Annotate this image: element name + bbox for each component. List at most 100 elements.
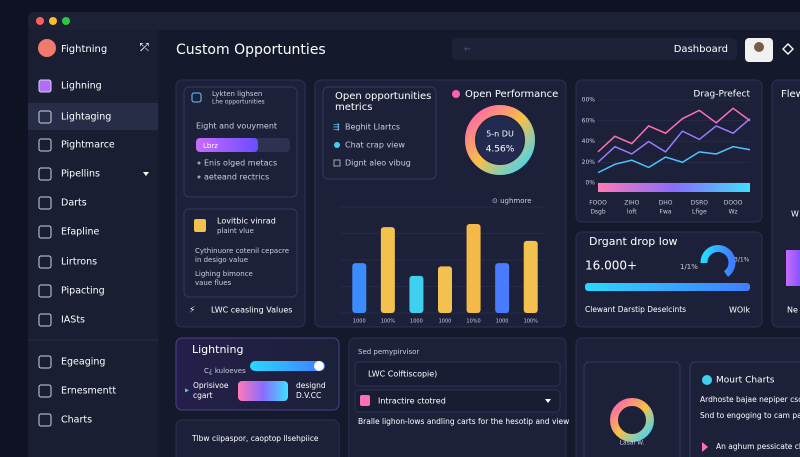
menu-icon <box>38 313 52 327</box>
line-series <box>597 118 751 163</box>
menu-item[interactable]: Ernesmentt <box>61 386 116 397</box>
x-tick-label: Dsgb <box>590 209 606 216</box>
card-section <box>689 361 800 457</box>
card-footer: Clewant Darstip Deselcints <box>585 305 686 314</box>
menu-icon <box>38 355 52 369</box>
x-tick-label: 100% <box>524 319 539 325</box>
card <box>175 337 340 411</box>
menu-item[interactable]: Pipacting <box>61 286 105 297</box>
chart-title: ⊙ ughmore <box>492 197 532 205</box>
text: in desigo value <box>195 256 248 264</box>
input[interactable] <box>354 361 561 387</box>
text: Ne <box>787 306 798 315</box>
x-tick-code: DHO <box>659 200 673 207</box>
description: Bralle lighon-lows andling carts for the… <box>358 417 569 426</box>
section-subtitle: plaint vlue <box>217 227 254 235</box>
minimize-button[interactable] <box>49 17 57 25</box>
menu-icon <box>38 196 52 210</box>
metric-value: 16.000+ <box>585 259 637 273</box>
text: Snd to engoging to cam parte <box>700 411 800 420</box>
icon: ▸ <box>185 386 189 395</box>
collapse-icon[interactable]: ⤱ <box>139 41 149 54</box>
x-tick-label: Wz <box>729 209 738 216</box>
input-value: LWC Colftiscopie) <box>368 370 437 379</box>
y-tick-label: 20% <box>582 159 596 166</box>
menu-item[interactable]: Darts <box>61 198 87 209</box>
section-title: Open opportunities <box>335 91 431 102</box>
text: vaue flues <box>195 279 232 287</box>
menu-item[interactable]: Egeaging <box>61 357 105 368</box>
dropdown-value: Intractire ctotred <box>378 397 446 406</box>
menu-item[interactable]: Efapline <box>61 227 99 238</box>
icon <box>360 395 370 406</box>
icon: ⇶ <box>333 123 340 132</box>
bar <box>380 227 395 313</box>
donut-value: 4.56% <box>486 145 515 155</box>
menu-caret <box>143 172 149 176</box>
section-title: Lovitbic vinrad <box>217 217 276 226</box>
text: Cythinuore cotenil cepacre <box>195 247 289 255</box>
icon: ⚡ <box>189 306 195 316</box>
card-footer-value: WOlk <box>729 306 750 315</box>
x-tick-label: 1000 <box>496 319 509 325</box>
x-tick-code: FOOO <box>589 200 607 207</box>
page-title: Custom Opportunties <box>176 42 326 58</box>
menu-item[interactable]: Pipellins <box>61 169 100 180</box>
card <box>175 419 340 457</box>
section-title: Mourt Charts <box>716 376 775 386</box>
dropdown[interactable] <box>354 389 561 413</box>
donut-center <box>476 116 524 164</box>
slider-handle[interactable] <box>314 361 324 371</box>
menu-icon <box>38 167 52 181</box>
menu-item[interactable]: Lightaging <box>61 112 111 123</box>
close-button[interactable] <box>36 17 44 25</box>
progress-bar <box>585 283 750 291</box>
header-button[interactable]: Dashboard <box>674 44 728 55</box>
app-name: Fightning <box>61 44 107 55</box>
text: An aghum pessicate cheuzs <box>716 442 800 451</box>
label: Eight and vouyment <box>196 122 277 131</box>
chart-title: Drag-Prefect <box>693 90 750 100</box>
menu-item[interactable]: IASts <box>61 315 85 326</box>
menu-icon <box>38 284 52 298</box>
diamond-icon[interactable] <box>782 43 794 55</box>
card-section <box>183 86 298 198</box>
card-title: Lightning <box>192 343 243 356</box>
donut <box>610 398 654 442</box>
menu-item-active <box>28 103 158 130</box>
icon <box>452 90 460 98</box>
donut-label: 5-n DU <box>486 130 514 139</box>
icon <box>702 442 708 452</box>
sidebar <box>28 30 158 457</box>
avatar-face <box>754 42 764 52</box>
app-logo <box>38 39 56 57</box>
progress-bar <box>196 138 258 152</box>
maximize-button[interactable] <box>62 17 70 25</box>
text: W <box>791 210 799 219</box>
line-series <box>597 107 751 153</box>
slider[interactable] <box>250 361 325 371</box>
list-item: aeteand rectrics <box>204 173 269 182</box>
text: Lighing bimonce <box>195 270 253 278</box>
icon <box>702 375 712 385</box>
menu-icon <box>38 138 52 152</box>
x-tick-label: 10%0 <box>466 319 480 325</box>
donut-label: Lasal W. <box>620 440 645 447</box>
menu-item[interactable]: Lighning <box>61 81 102 92</box>
pill[interactable] <box>238 381 288 401</box>
chart-fragment <box>786 250 800 286</box>
x-tick-code: ZIHO <box>624 200 639 207</box>
icon <box>194 219 206 232</box>
search-box[interactable] <box>452 38 737 60</box>
menu-item[interactable]: Charts <box>61 415 92 426</box>
y-tick-label: 00% <box>582 97 596 104</box>
x-tick-label: Lfige <box>692 209 707 216</box>
menu-item[interactable]: Pightmarce <box>61 140 115 151</box>
card-title: Flew <box>781 89 800 100</box>
metric-percent: 1/1% <box>680 263 698 271</box>
section-title: metrics <box>335 102 372 113</box>
field-label: Sed pemypirvisor <box>358 348 419 356</box>
menu-item[interactable]: Lirtrons <box>61 257 97 268</box>
menu-icon <box>38 255 52 269</box>
